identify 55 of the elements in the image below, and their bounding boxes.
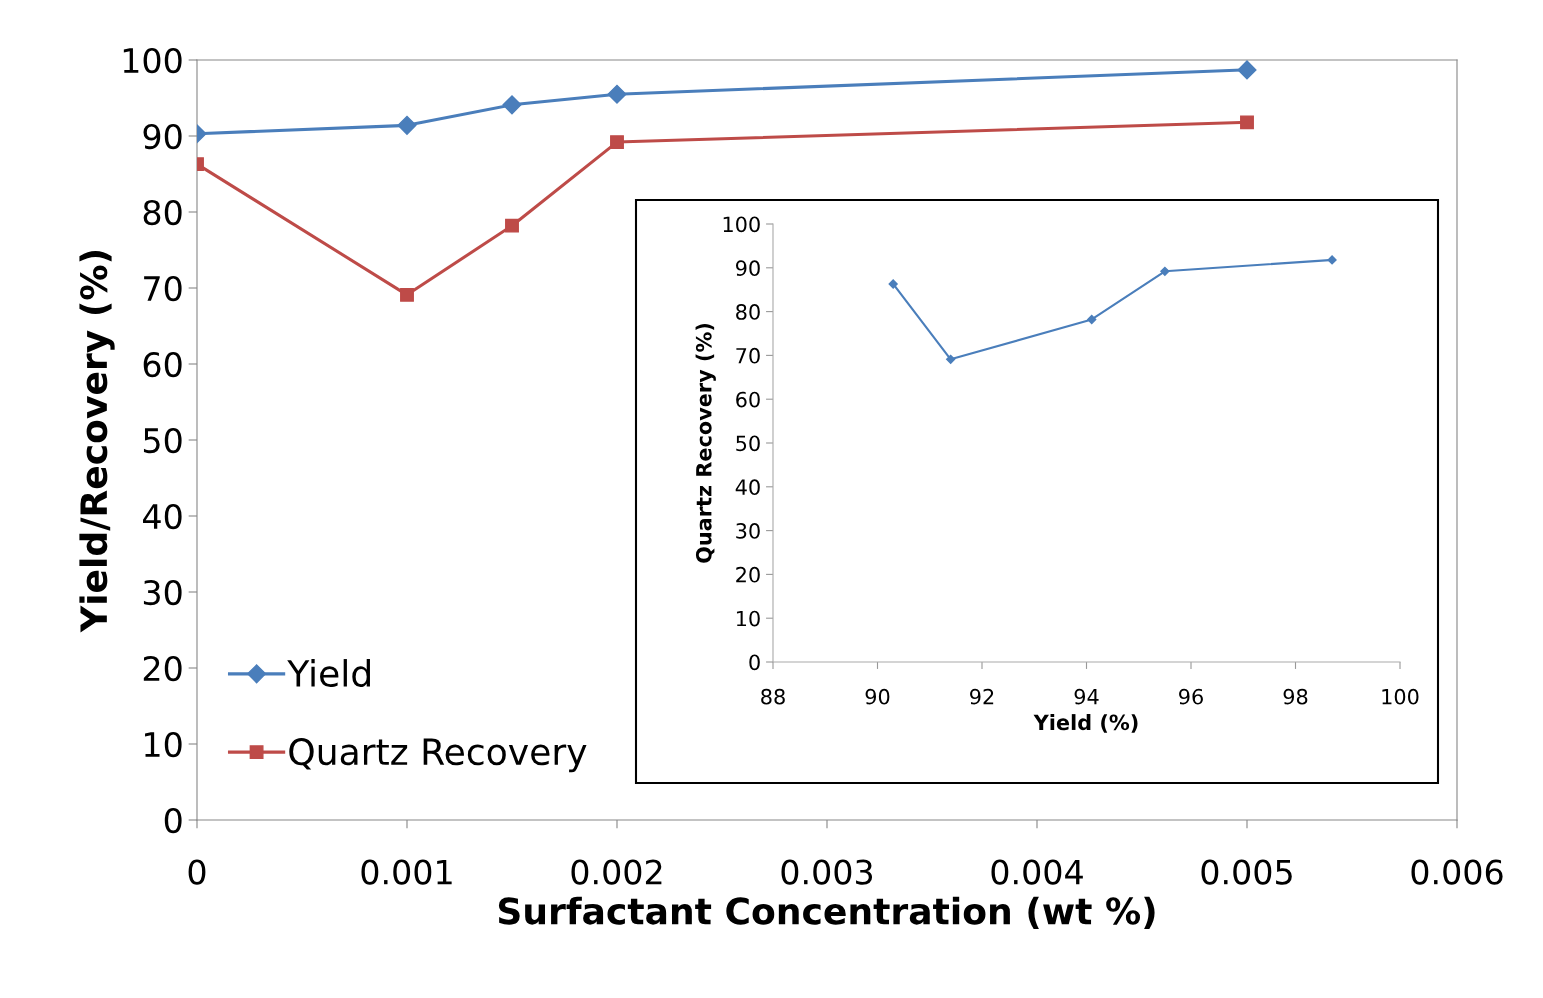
point	[505, 218, 519, 233]
y-tick-label: 40	[143, 503, 182, 530]
point	[1327, 255, 1337, 265]
x-tick-label: 0.001	[361, 859, 452, 885]
x-tick-label: 96	[1179, 688, 1203, 705]
y-tick-label: 100	[123, 47, 182, 74]
x-tick-label: 0.005	[1201, 859, 1292, 885]
y-tick-label: 90	[736, 260, 760, 277]
point	[400, 287, 414, 302]
x-tick-label: 0	[188, 859, 206, 885]
y-tick-label: 90	[143, 123, 182, 150]
y-tick-label: 70	[736, 347, 760, 364]
y-tick-label: 60	[736, 391, 760, 408]
y-tick-label: 0	[164, 807, 182, 834]
legend-label: Quartz Recovery	[289, 737, 587, 773]
y-tick-label: 20	[736, 566, 760, 583]
x-tick-label: 0.002	[571, 859, 662, 885]
y-axis-title: Quartz Recovery (%)	[695, 323, 716, 563]
point	[1160, 266, 1170, 276]
point	[1240, 115, 1254, 130]
y-tick-label: 20	[143, 655, 182, 682]
point	[502, 95, 522, 115]
y-tick-label: 40	[735, 479, 760, 496]
y-axis-title: Yield/Recovery (%)	[79, 251, 115, 633]
x-tick-label: 90	[865, 688, 890, 705]
legend-label: Yield	[287, 659, 370, 688]
x-tick-label: 98	[1283, 688, 1308, 705]
x-tick-label: 92	[970, 688, 994, 705]
x-tick-label: 0.004	[991, 859, 1083, 885]
x-tick-label: 100	[1382, 688, 1419, 705]
point	[1237, 60, 1257, 80]
point	[1087, 314, 1097, 325]
y-tick-label: 100	[723, 216, 760, 233]
y-tick-label: 80	[736, 304, 760, 320]
x-axis-title: Yield (%)	[1033, 714, 1138, 733]
point	[888, 279, 898, 289]
y-tick-label: 10	[145, 731, 182, 758]
x-tick-label: 0.006	[1411, 859, 1503, 885]
x-tick-label: 94	[1074, 688, 1099, 705]
y-tick-label: 10	[736, 610, 760, 627]
y-tick-label: 50	[143, 427, 182, 454]
y-tick-label: 0	[749, 654, 760, 671]
point	[610, 135, 624, 150]
y-tick-label: 60	[143, 351, 182, 378]
x-tick-label: 0.003	[781, 859, 873, 885]
y-tick-label: 50	[736, 435, 760, 452]
y-tick-label: 70	[144, 275, 182, 302]
x-tick-label: 88	[761, 688, 785, 705]
y-tick-label: 30	[143, 579, 182, 606]
point	[946, 354, 956, 364]
point	[607, 84, 627, 104]
point	[397, 115, 417, 135]
x-axis-title: Surfactant Concentration (wt %)	[498, 896, 1155, 929]
y-tick-label: 30	[736, 523, 760, 539]
y-tick-label: 80	[143, 199, 182, 226]
